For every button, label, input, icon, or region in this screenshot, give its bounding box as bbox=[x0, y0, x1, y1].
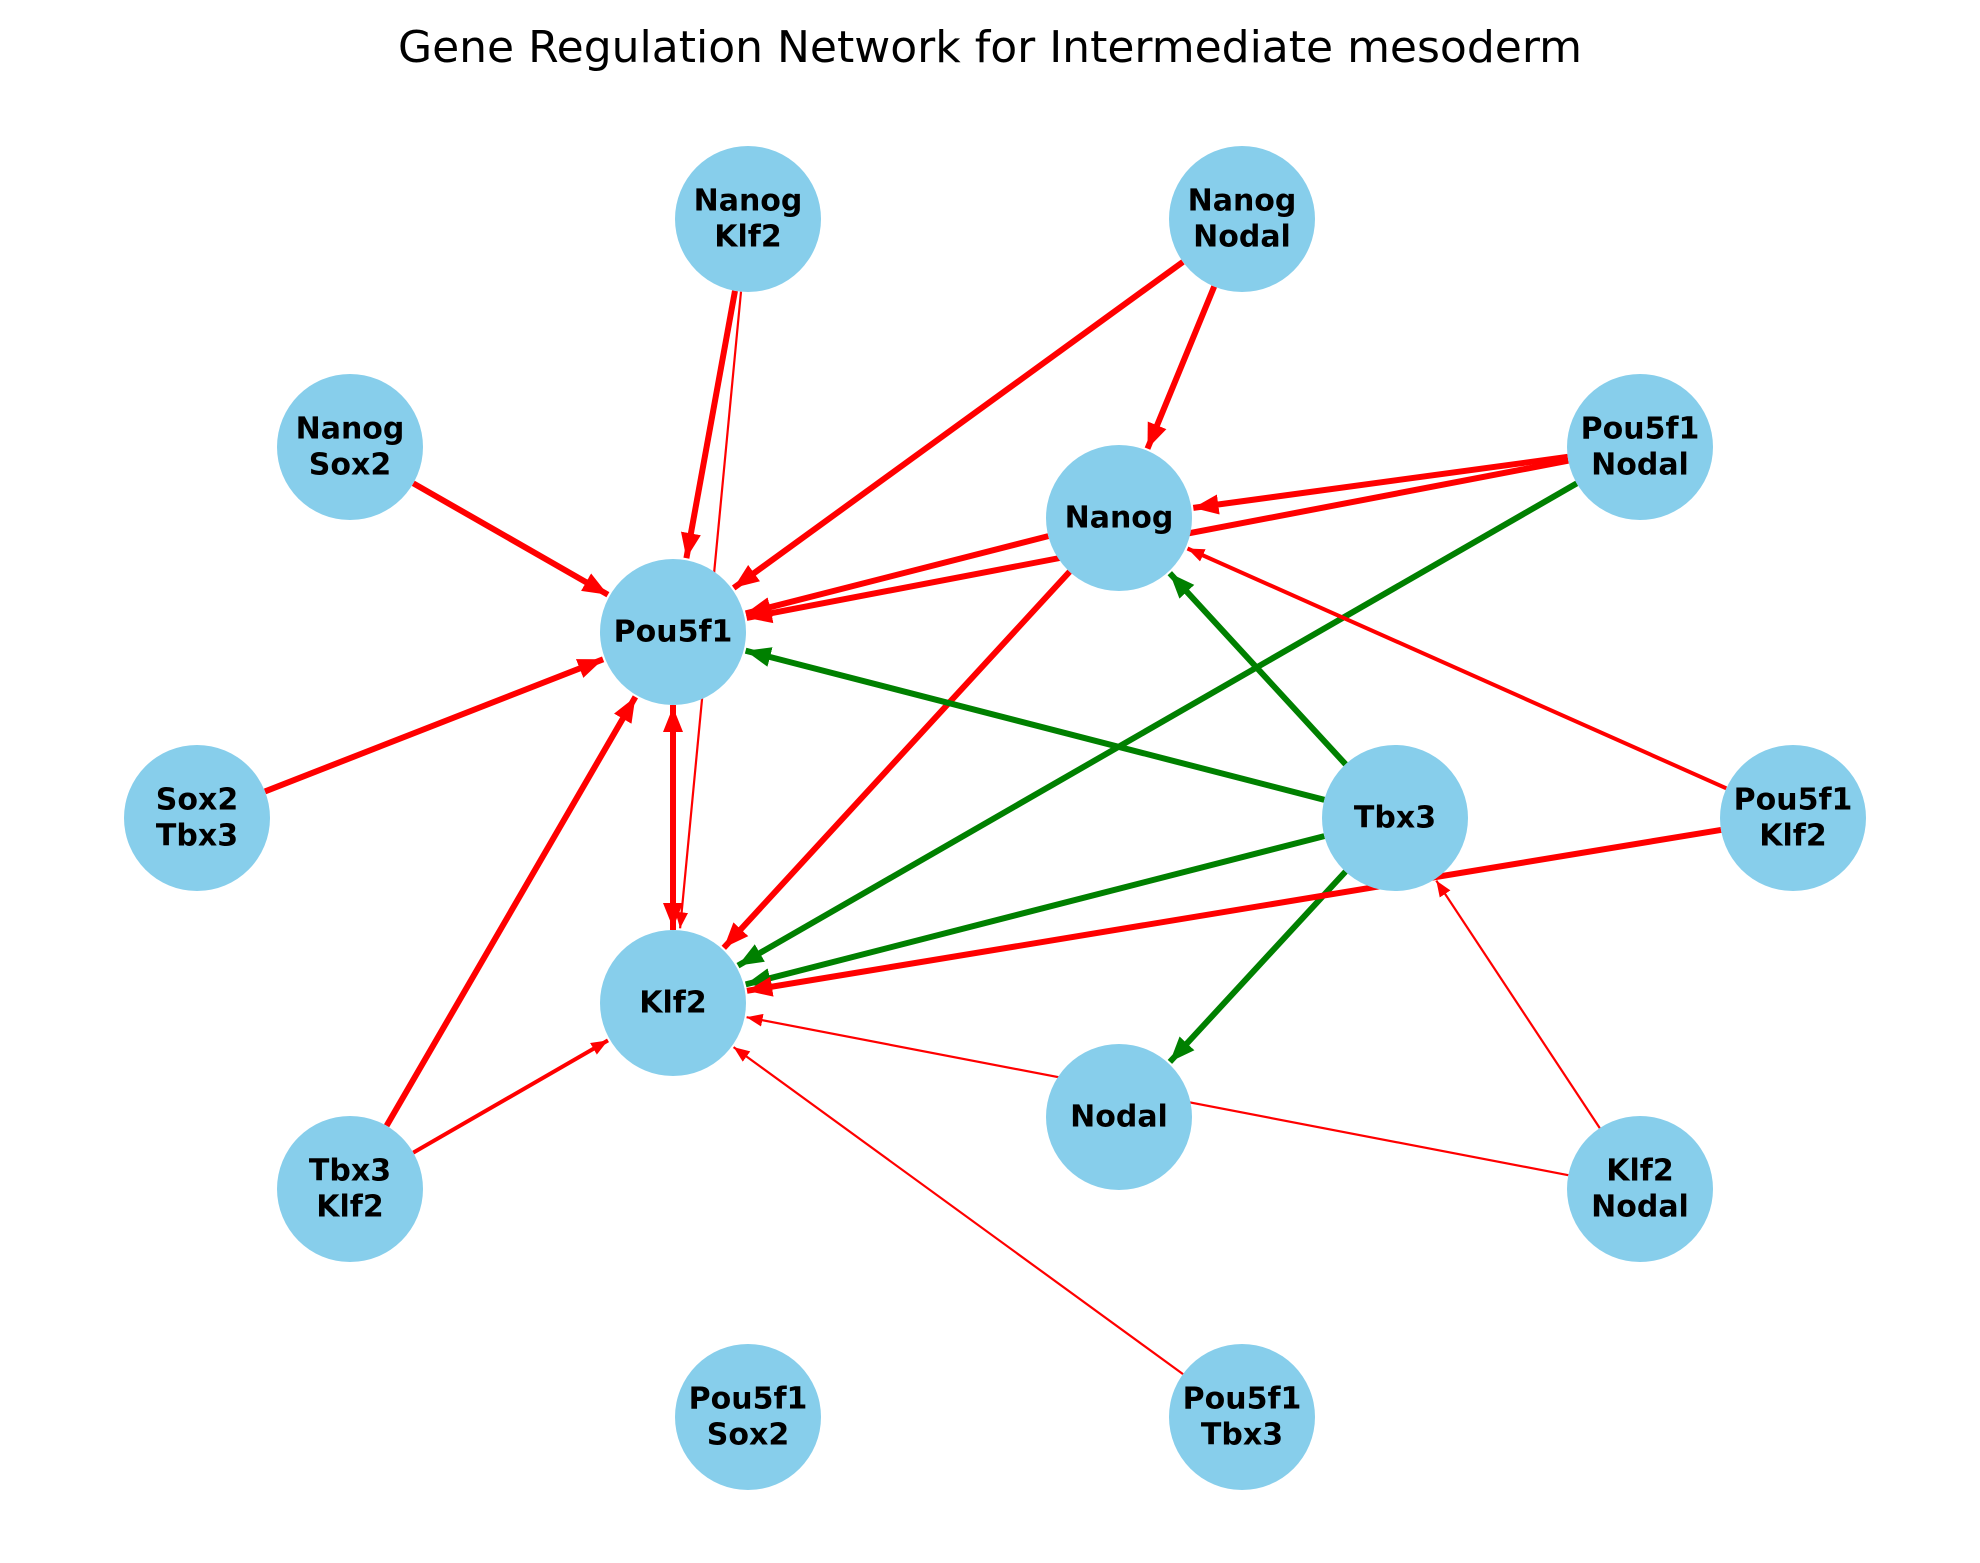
edge-pou5f1-tbx3-to-klf2 bbox=[732, 1046, 1184, 1375]
node-label: Tbx3 bbox=[1354, 801, 1436, 836]
node-label: Tbx3 bbox=[309, 1154, 391, 1189]
node-label: Sox2 bbox=[707, 1418, 789, 1453]
edge-nanog-nodal-to-pou5f1 bbox=[731, 259, 1185, 591]
node-tbx3: Tbx3 bbox=[1322, 745, 1468, 891]
edge-nanog-nodal-to-nanog bbox=[1144, 285, 1217, 450]
node-circle bbox=[600, 559, 746, 705]
node-label: Nanog bbox=[296, 412, 405, 447]
node-circle bbox=[1567, 1116, 1713, 1262]
node-circle bbox=[1046, 1044, 1192, 1190]
node-label: Klf2 bbox=[1606, 1154, 1673, 1189]
node-label: Pou5f1 bbox=[614, 615, 733, 650]
node-label: Klf2 bbox=[639, 986, 706, 1021]
edge-tbx3-to-klf2 bbox=[744, 833, 1326, 988]
node-label: Nanog bbox=[1188, 184, 1297, 219]
node-circle bbox=[600, 930, 746, 1076]
node-label: Klf2 bbox=[1759, 819, 1826, 854]
node-label: Nodal bbox=[1193, 220, 1291, 255]
node-label: Klf2 bbox=[714, 220, 781, 255]
node-circle bbox=[277, 374, 423, 520]
node-label: Pou5f1 bbox=[1183, 1382, 1302, 1417]
node-label: Sox2 bbox=[309, 448, 391, 483]
edge-pou5f1-nodal-to-klf2 bbox=[736, 480, 1579, 969]
edge-nanog-klf2-to-pou5f1 bbox=[680, 290, 738, 559]
node-label: Klf2 bbox=[316, 1190, 383, 1225]
node-circle bbox=[1720, 745, 1866, 891]
node-label: Pou5f1 bbox=[689, 1382, 808, 1417]
edge-tbx3-to-pou5f1 bbox=[744, 647, 1326, 803]
node-circle bbox=[1322, 745, 1468, 891]
node-label: Nodal bbox=[1591, 448, 1689, 483]
node-circle bbox=[1169, 146, 1315, 292]
node-label: Pou5f1 bbox=[1581, 412, 1700, 447]
node-klf2: Klf2 bbox=[600, 930, 746, 1076]
node-label: Nanog bbox=[694, 184, 803, 219]
edge-tbx3-klf2-to-pou5f1 bbox=[384, 695, 638, 1128]
edge-tbx3-klf2-to-klf2 bbox=[412, 1038, 609, 1155]
node-label: Sox2 bbox=[156, 783, 238, 818]
node-circle bbox=[1169, 1344, 1315, 1490]
node-label: Tbx3 bbox=[156, 819, 238, 854]
node-nanog: Nanog bbox=[1046, 445, 1192, 591]
node-circle bbox=[277, 1116, 423, 1262]
node-label: Tbx3 bbox=[1201, 1418, 1283, 1453]
node-label: Nodal bbox=[1070, 1100, 1168, 1135]
edge-sox2-tbx3-to-pou5f1 bbox=[263, 656, 605, 795]
edge-klf2-nodal-to-tbx3 bbox=[1435, 879, 1601, 1129]
edge-tbx3-to-nanog bbox=[1167, 571, 1348, 767]
node-circle bbox=[675, 146, 821, 292]
edge-tbx3-to-nodal bbox=[1167, 869, 1348, 1064]
edge-nanog-to-pou5f1 bbox=[744, 533, 1050, 617]
node-nodal: Nodal bbox=[1046, 1044, 1192, 1190]
edge-pou5f1-nodal-to-nanog bbox=[1192, 453, 1569, 515]
node-label: Pou5f1 bbox=[1734, 783, 1853, 818]
edge-nanog-to-klf2 bbox=[721, 569, 1072, 950]
node-circle bbox=[124, 745, 270, 891]
node-circle bbox=[675, 1344, 821, 1490]
diagram-title: Gene Regulation Network for Intermediate… bbox=[397, 22, 1583, 73]
node-circle bbox=[1567, 374, 1713, 520]
node-circle bbox=[1046, 445, 1192, 591]
edge-pou5f1-klf2-to-nanog bbox=[1186, 546, 1728, 791]
node-layer: Pou5f1Klf2NanogTbx3NodalNanogKlf2NanogNo… bbox=[124, 146, 1866, 1490]
node-pou5f1: Pou5f1 bbox=[600, 559, 746, 705]
node-label: Nodal bbox=[1591, 1190, 1689, 1225]
edge-pou5f1-klf2-to-klf2 bbox=[746, 826, 1722, 997]
node-label: Nanog bbox=[1065, 501, 1174, 536]
edge-nanog-sox2-to-pou5f1 bbox=[411, 480, 610, 598]
edge-layer bbox=[263, 259, 1728, 1375]
